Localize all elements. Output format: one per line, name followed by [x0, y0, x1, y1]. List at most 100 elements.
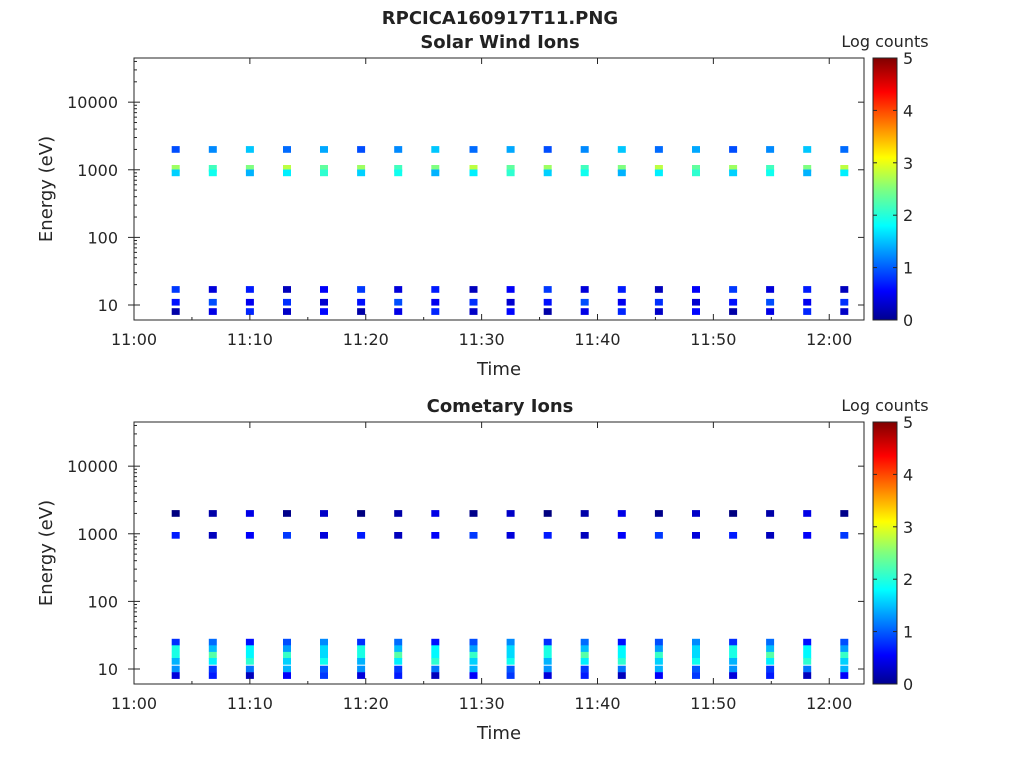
spectrogram-cell — [766, 510, 775, 517]
spectrogram-cell — [617, 658, 626, 665]
spectrogram-cell — [320, 286, 328, 293]
spectrogram-cell — [840, 651, 849, 659]
spectrogram-cell — [729, 169, 738, 177]
spectrogram-cell — [617, 169, 626, 177]
cometary-axes: 11:00 11:10 11:20 11:30 11:40 11:50 12:00 10 100… — [67, 422, 864, 713]
spectrogram-cell — [692, 298, 700, 306]
spectrogram-cell — [357, 658, 366, 665]
spectrogram-cell — [506, 672, 515, 679]
spectrogram-cell — [729, 146, 738, 153]
spectrogram-cell — [171, 298, 180, 306]
spectrogram-cell — [469, 665, 478, 673]
spectrogram-cell — [283, 298, 291, 306]
spectrogram-cell — [357, 510, 366, 517]
spectrogram-cell — [394, 532, 403, 539]
spectrogram-cell — [469, 532, 478, 539]
spectrogram-cell — [729, 645, 738, 652]
spectrogram-cell — [171, 651, 180, 659]
spectrogram-cell — [431, 510, 440, 517]
spectrogram-cell — [283, 286, 291, 293]
spectrogram-cell — [245, 672, 254, 679]
spectrogram-cell — [283, 532, 291, 539]
spectrogram-cell — [357, 532, 366, 539]
spectrogram-cell — [729, 532, 738, 539]
spectrogram-cell — [617, 298, 626, 306]
spectrogram-cell — [506, 651, 515, 659]
spectrogram-cell — [245, 169, 254, 177]
spectrogram-cell — [840, 165, 849, 172]
spectrogram-cell — [431, 651, 440, 659]
spectrogram-cell — [692, 638, 700, 646]
spectrogram-cell — [580, 672, 589, 679]
spectrogram-cell — [543, 532, 552, 539]
spectrogram-cell — [171, 510, 180, 517]
spectrogram-cell — [320, 638, 328, 646]
spectrogram-cell — [171, 146, 180, 153]
spectrogram-cell — [357, 308, 366, 315]
spectrogram-cell — [692, 658, 700, 665]
spectrogram-cell — [469, 169, 478, 177]
spectrogram-cell — [394, 298, 403, 306]
spectrogram-cell — [580, 665, 589, 673]
spectrogram-cell — [766, 308, 775, 315]
spectrogram-cell — [208, 665, 217, 673]
y-tick-label: 10 — [98, 296, 118, 315]
cometary-ylabel: Energy (eV) — [36, 500, 57, 606]
solar-wind-panel: Solar Wind Ions 11:00 11:10 11:20 11:30 11:4… — [36, 32, 929, 380]
spectrogram-cell — [766, 169, 775, 177]
colorbar-tick-label: 0 — [903, 675, 913, 694]
spectrogram-cell — [580, 651, 589, 659]
spectrogram-cell — [171, 672, 180, 679]
spectrogram-cell — [617, 672, 626, 679]
cometary-colorbar — [872, 421, 898, 685]
spectrogram-cell — [840, 638, 849, 646]
spectrogram-cell — [431, 645, 440, 652]
spectrogram-cell — [394, 638, 403, 646]
spectrogram-cell — [506, 665, 515, 673]
colorbar-tick-label: 3 — [903, 154, 913, 173]
spectrogram-cell — [543, 658, 552, 665]
spectrogram-cell — [692, 169, 700, 177]
spectrogram-cell — [357, 651, 366, 659]
spectrogram-cell — [692, 165, 700, 172]
spectrogram-cell — [803, 645, 812, 652]
spectrogram-cell — [654, 658, 663, 665]
spectrogram-cell — [171, 532, 180, 539]
colorbar-tick-label: 5 — [903, 49, 913, 68]
spectrogram-cell — [506, 286, 515, 293]
spectrogram-cell — [729, 286, 738, 293]
spectrogram-cell — [320, 308, 328, 315]
spectrogram-cell — [431, 298, 440, 306]
spectrogram-cell — [543, 298, 552, 306]
spectrogram-cell — [394, 658, 403, 665]
cometary-colorbar-ticks: 0 1 2 3 4 5 — [873, 413, 913, 694]
spectrogram-cell — [320, 658, 328, 665]
spectrogram-cell — [469, 146, 478, 153]
colorbar-tick-label: 5 — [903, 413, 913, 432]
spectrogram-cell — [431, 672, 440, 679]
x-tick-label: 12:00 — [806, 330, 852, 349]
spectrogram-cell — [469, 308, 478, 315]
spectrogram-cell — [320, 665, 328, 673]
spectrogram-cell — [245, 658, 254, 665]
cometary-plot-area — [133, 421, 865, 685]
spectrogram-cell — [840, 146, 849, 153]
solar-wind-xlabel: Time — [476, 359, 521, 380]
spectrogram-cell — [431, 286, 440, 293]
x-tick-label: 11:00 — [111, 694, 157, 713]
spectrogram-cell — [729, 638, 738, 646]
spectrogram-cell — [803, 672, 812, 679]
colorbar-tick-label: 1 — [903, 623, 913, 642]
x-tick-label: 11:30 — [459, 330, 505, 349]
spectrogram-cell — [803, 286, 812, 293]
spectrogram-cell — [840, 510, 849, 517]
spectrogram-cell — [729, 658, 738, 665]
spectrogram-cell — [394, 645, 403, 652]
spectrogram-cell — [245, 165, 254, 172]
spectrogram-cell — [617, 165, 626, 172]
cometary-colorbar-label: Log counts — [841, 396, 928, 415]
spectrogram-cell — [394, 665, 403, 673]
spectrogram-cell — [469, 651, 478, 659]
spectrogram-cell — [840, 658, 849, 665]
spectrogram-cell — [394, 510, 403, 517]
